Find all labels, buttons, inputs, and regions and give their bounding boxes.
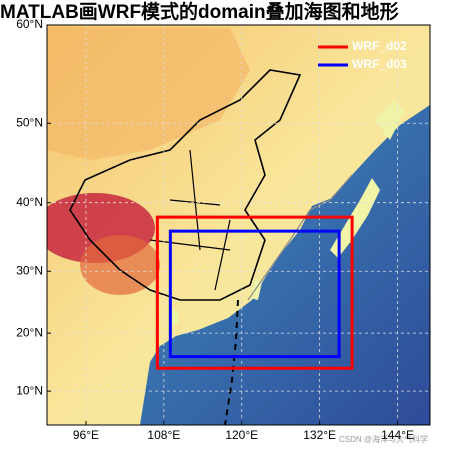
x-tick-label: 96°E bbox=[73, 428, 99, 442]
y-tick-label: 50°N bbox=[16, 115, 43, 129]
y-tick-label: 40°N bbox=[16, 195, 43, 209]
domain-boxes bbox=[155, 215, 354, 370]
domain-box bbox=[155, 215, 354, 370]
domain-box bbox=[168, 229, 341, 359]
map-frame bbox=[46, 24, 431, 426]
watermark: CSDN @海洋与大气科学 bbox=[339, 434, 428, 444]
chart-title: MATLAB画WRF模式的domain叠加海图和地形 bbox=[0, 0, 399, 23]
y-tick-label: 30°N bbox=[16, 263, 43, 277]
x-tick-label: 132°E bbox=[303, 428, 336, 442]
x-tick-label: 108°E bbox=[147, 428, 180, 442]
y-tick-label: 60°N bbox=[16, 17, 43, 31]
x-tick-label: 144°E bbox=[381, 428, 414, 442]
y-tick-label: 10°N bbox=[16, 383, 43, 397]
legend-label: WRF_d03 bbox=[352, 57, 407, 71]
legend-label: WRF_d02 bbox=[352, 39, 407, 53]
x-tick-label: 120°E bbox=[225, 428, 258, 442]
y-tick-label: 20°N bbox=[16, 325, 43, 339]
map-background bbox=[47, 25, 430, 425]
